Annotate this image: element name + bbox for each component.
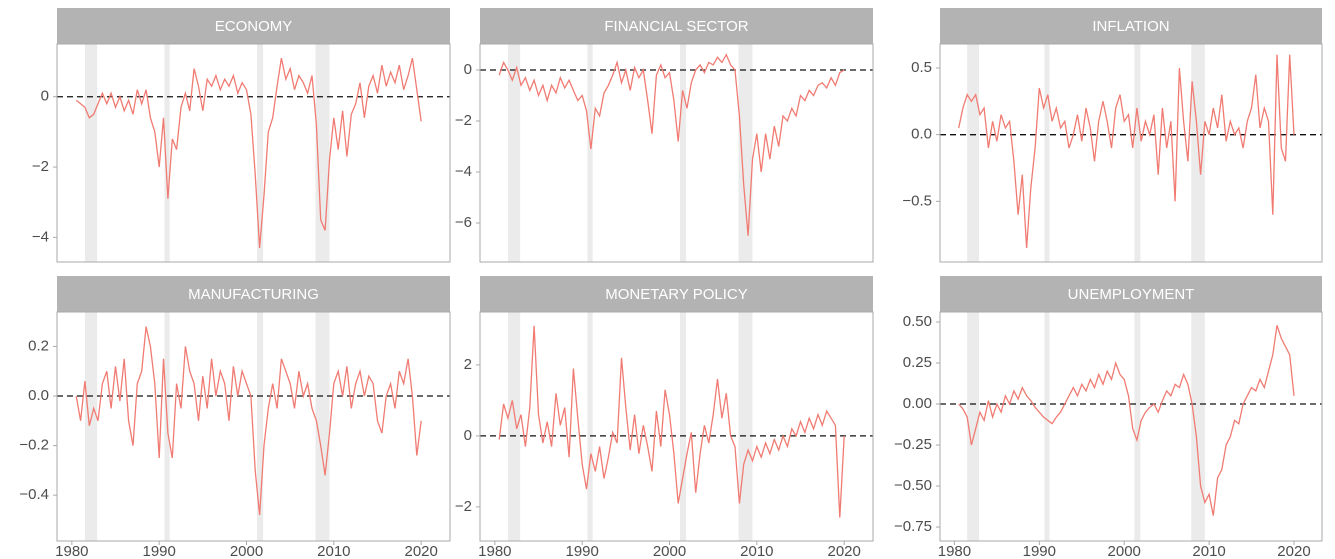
recession-band bbox=[967, 44, 980, 262]
y-tick-label: −0.50 bbox=[894, 477, 932, 494]
data-line bbox=[498, 53, 845, 236]
data-line bbox=[498, 325, 845, 518]
strip-header bbox=[940, 8, 1322, 44]
x-tick-label: 2010 bbox=[1192, 543, 1225, 559]
strip-title: MONETARY POLICY bbox=[605, 286, 748, 303]
recession-band bbox=[1044, 312, 1050, 541]
recession-band bbox=[315, 312, 330, 541]
panel-border bbox=[56, 311, 451, 542]
recession-band bbox=[679, 44, 687, 262]
y-tick-label: −0.75 bbox=[894, 518, 932, 535]
recession-band bbox=[1044, 44, 1050, 262]
x-tick-label: 1980 bbox=[478, 543, 511, 559]
y-tick-label: −2 bbox=[455, 112, 472, 129]
x-tick-label: 1980 bbox=[55, 543, 88, 559]
data-line bbox=[958, 54, 1295, 249]
recession-band bbox=[1134, 44, 1141, 262]
strip-title: FINANCIAL SECTOR bbox=[604, 18, 748, 35]
recession-band bbox=[1134, 312, 1141, 541]
x-tick-label: 2010 bbox=[740, 543, 773, 559]
x-tick-label: 2010 bbox=[317, 543, 350, 559]
recession-band bbox=[256, 44, 264, 262]
panel-border bbox=[479, 43, 874, 263]
strip-header bbox=[57, 8, 450, 44]
data-line bbox=[75, 326, 422, 516]
x-tick-label: 2020 bbox=[1277, 543, 1310, 559]
y-tick-label: −0.25 bbox=[894, 436, 932, 453]
y-tick-label: −2 bbox=[455, 498, 472, 515]
strip-header bbox=[480, 8, 873, 44]
x-tick-label: 1990 bbox=[1023, 543, 1056, 559]
strip-title: ECONOMY bbox=[215, 18, 293, 35]
recession-band bbox=[967, 312, 980, 541]
recession-band bbox=[1191, 312, 1205, 541]
y-tick-label: 0.0 bbox=[911, 126, 932, 143]
recession-band bbox=[587, 312, 593, 541]
y-tick-label: 0 bbox=[464, 427, 472, 444]
recession-band bbox=[679, 312, 687, 541]
recession-band bbox=[84, 312, 98, 541]
data-line bbox=[75, 57, 422, 248]
panel-border bbox=[479, 311, 874, 542]
recession-band bbox=[738, 44, 753, 262]
recession-band bbox=[507, 312, 521, 541]
y-tick-label: 0.0 bbox=[28, 387, 49, 404]
x-tick-label: 2000 bbox=[230, 543, 263, 559]
recession-band bbox=[84, 44, 98, 262]
y-tick-label: −0.2 bbox=[19, 437, 49, 454]
y-tick-label: 0.00 bbox=[903, 395, 932, 412]
x-tick-label: 2020 bbox=[827, 543, 860, 559]
recession-band bbox=[587, 44, 593, 262]
recession-band bbox=[507, 44, 521, 262]
y-tick-label: 0.50 bbox=[903, 313, 932, 330]
x-tick-label: 1990 bbox=[565, 543, 598, 559]
recession-band bbox=[1191, 44, 1205, 262]
y-tick-label: −0.5 bbox=[902, 192, 932, 209]
panel-border bbox=[56, 43, 451, 263]
panel-border bbox=[939, 311, 1323, 542]
recession-band bbox=[738, 312, 753, 541]
recession-band bbox=[256, 312, 264, 541]
y-tick-label: 0 bbox=[464, 61, 472, 78]
y-tick-label: −4 bbox=[455, 163, 472, 180]
recession-band bbox=[164, 44, 170, 262]
strip-title: UNEMPLOYMENT bbox=[1068, 286, 1195, 303]
y-tick-label: −4 bbox=[32, 228, 49, 245]
x-tick-label: 2000 bbox=[1108, 543, 1141, 559]
strip-header bbox=[480, 276, 873, 312]
panel-border bbox=[939, 43, 1323, 263]
strip-header bbox=[57, 276, 450, 312]
x-tick-label: 1990 bbox=[142, 543, 175, 559]
y-tick-label: 2 bbox=[464, 356, 472, 373]
strip-title: MANUFACTURING bbox=[188, 286, 319, 303]
y-tick-label: 0.25 bbox=[903, 354, 932, 371]
y-tick-label: 0.2 bbox=[28, 337, 49, 354]
data-line bbox=[958, 325, 1295, 516]
x-tick-label: 1980 bbox=[938, 543, 971, 559]
x-tick-label: 2000 bbox=[653, 543, 686, 559]
y-tick-label: 0 bbox=[41, 88, 49, 105]
y-tick-label: 0.5 bbox=[911, 59, 932, 76]
strip-header bbox=[940, 276, 1322, 312]
strip-title: INFLATION bbox=[1092, 18, 1169, 35]
x-tick-label: 2020 bbox=[404, 543, 437, 559]
y-tick-label: −6 bbox=[455, 214, 472, 231]
y-tick-label: −0.4 bbox=[19, 486, 49, 503]
y-tick-label: −2 bbox=[32, 158, 49, 175]
